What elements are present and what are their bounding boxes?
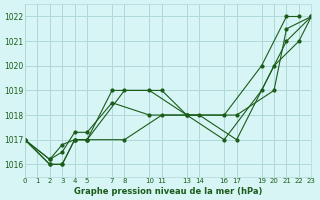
X-axis label: Graphe pression niveau de la mer (hPa): Graphe pression niveau de la mer (hPa) xyxy=(74,187,262,196)
